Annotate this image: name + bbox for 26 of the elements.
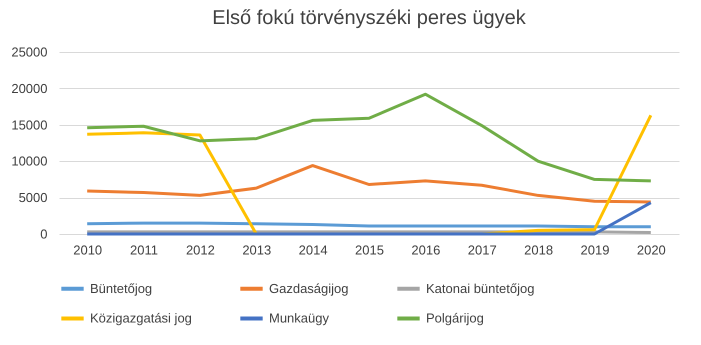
line-series <box>86 92 652 182</box>
y-tick-label: 0 <box>40 226 48 242</box>
x-tick-label: 2013 <box>242 242 272 258</box>
legend-label: Munkaügy <box>269 310 330 326</box>
y-tick-label: 5000 <box>18 190 48 206</box>
x-tick-label: 2017 <box>468 242 497 258</box>
x-tick-label: 2020 <box>636 242 666 258</box>
legend-label: Közigazgatási jog <box>90 310 192 326</box>
legend-label: Gazdaságijog <box>269 280 348 296</box>
x-tick-label: 2018 <box>524 242 554 258</box>
y-tick-label: 10000 <box>11 154 48 169</box>
legend-label: Katonai büntetőjog <box>426 280 534 296</box>
legend-label: Polgárijog <box>426 310 484 326</box>
legend-label: Büntetőjog <box>90 280 152 296</box>
x-tick-label: 2019 <box>580 242 610 258</box>
y-tick-label: 15000 <box>11 117 48 132</box>
x-tick-label: 2015 <box>355 242 384 258</box>
y-tick-label: 25000 <box>11 44 48 60</box>
x-tick-label: 2012 <box>186 242 215 258</box>
y-tick-label: 20000 <box>11 80 48 96</box>
x-tick-label: 2011 <box>130 242 158 258</box>
chart-title: Első fokú törvényszéki peres ügyek <box>212 7 527 29</box>
x-tick-label: 2010 <box>73 242 102 258</box>
line-series <box>86 164 652 204</box>
x-tick-label: 2016 <box>411 242 440 258</box>
x-tick-label: 2014 <box>298 242 328 258</box>
